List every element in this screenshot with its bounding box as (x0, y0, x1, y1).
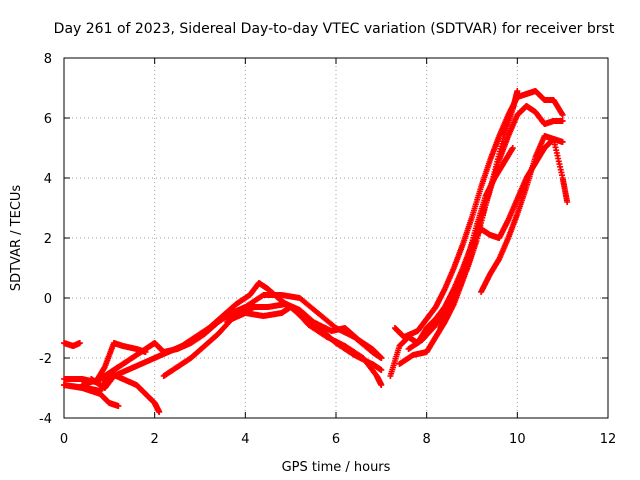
x-tick-label: 0 (60, 432, 68, 447)
data-point (514, 88, 521, 94)
y-tick-label: 6 (44, 112, 52, 127)
chart-title: Day 261 of 2023, Sidereal Day-to-day VTE… (54, 21, 615, 37)
data-point (378, 355, 385, 361)
series-track-10 (391, 88, 566, 340)
series-track-13 (437, 145, 516, 331)
y-axis-label: SDTVAR / TECUs (9, 185, 24, 292)
series-track-4 (61, 382, 122, 409)
data-point (156, 409, 163, 415)
x-tick-label: 6 (332, 432, 340, 447)
y-tick-label: -4 (39, 412, 52, 427)
data-series (61, 88, 571, 415)
data-point (115, 403, 122, 409)
data-point (559, 118, 566, 124)
series-track-6 (88, 280, 385, 391)
data-point (509, 145, 516, 151)
x-tick-label: 8 (423, 432, 431, 447)
data-point (559, 139, 566, 145)
series-track-9 (387, 136, 566, 379)
x-tick-label: 4 (241, 432, 249, 447)
series-track-8 (224, 301, 385, 361)
x-tick-label: 10 (509, 432, 526, 447)
x-axis: 0 2 4 6 8 10 12 (60, 58, 616, 447)
y-tick-label: 8 (44, 52, 52, 67)
y-tick-label: 0 (44, 292, 52, 307)
y-tick-label: 2 (44, 232, 52, 247)
y-axis: -4 -2 0 2 4 6 8 (39, 52, 608, 427)
series-track-14 (478, 133, 571, 295)
data-point (564, 199, 571, 205)
data-point (378, 382, 385, 388)
x-axis-label: GPS time / hours (282, 460, 391, 475)
x-tick-label: 2 (151, 432, 159, 447)
x-tick-label: 12 (600, 432, 617, 447)
grid-lines (64, 58, 608, 418)
data-point (378, 367, 385, 373)
data-point (559, 112, 566, 118)
series-track-1 (61, 340, 83, 349)
y-tick-label: 4 (44, 172, 52, 187)
y-tick-label: -2 (39, 352, 52, 367)
data-point (76, 340, 83, 346)
